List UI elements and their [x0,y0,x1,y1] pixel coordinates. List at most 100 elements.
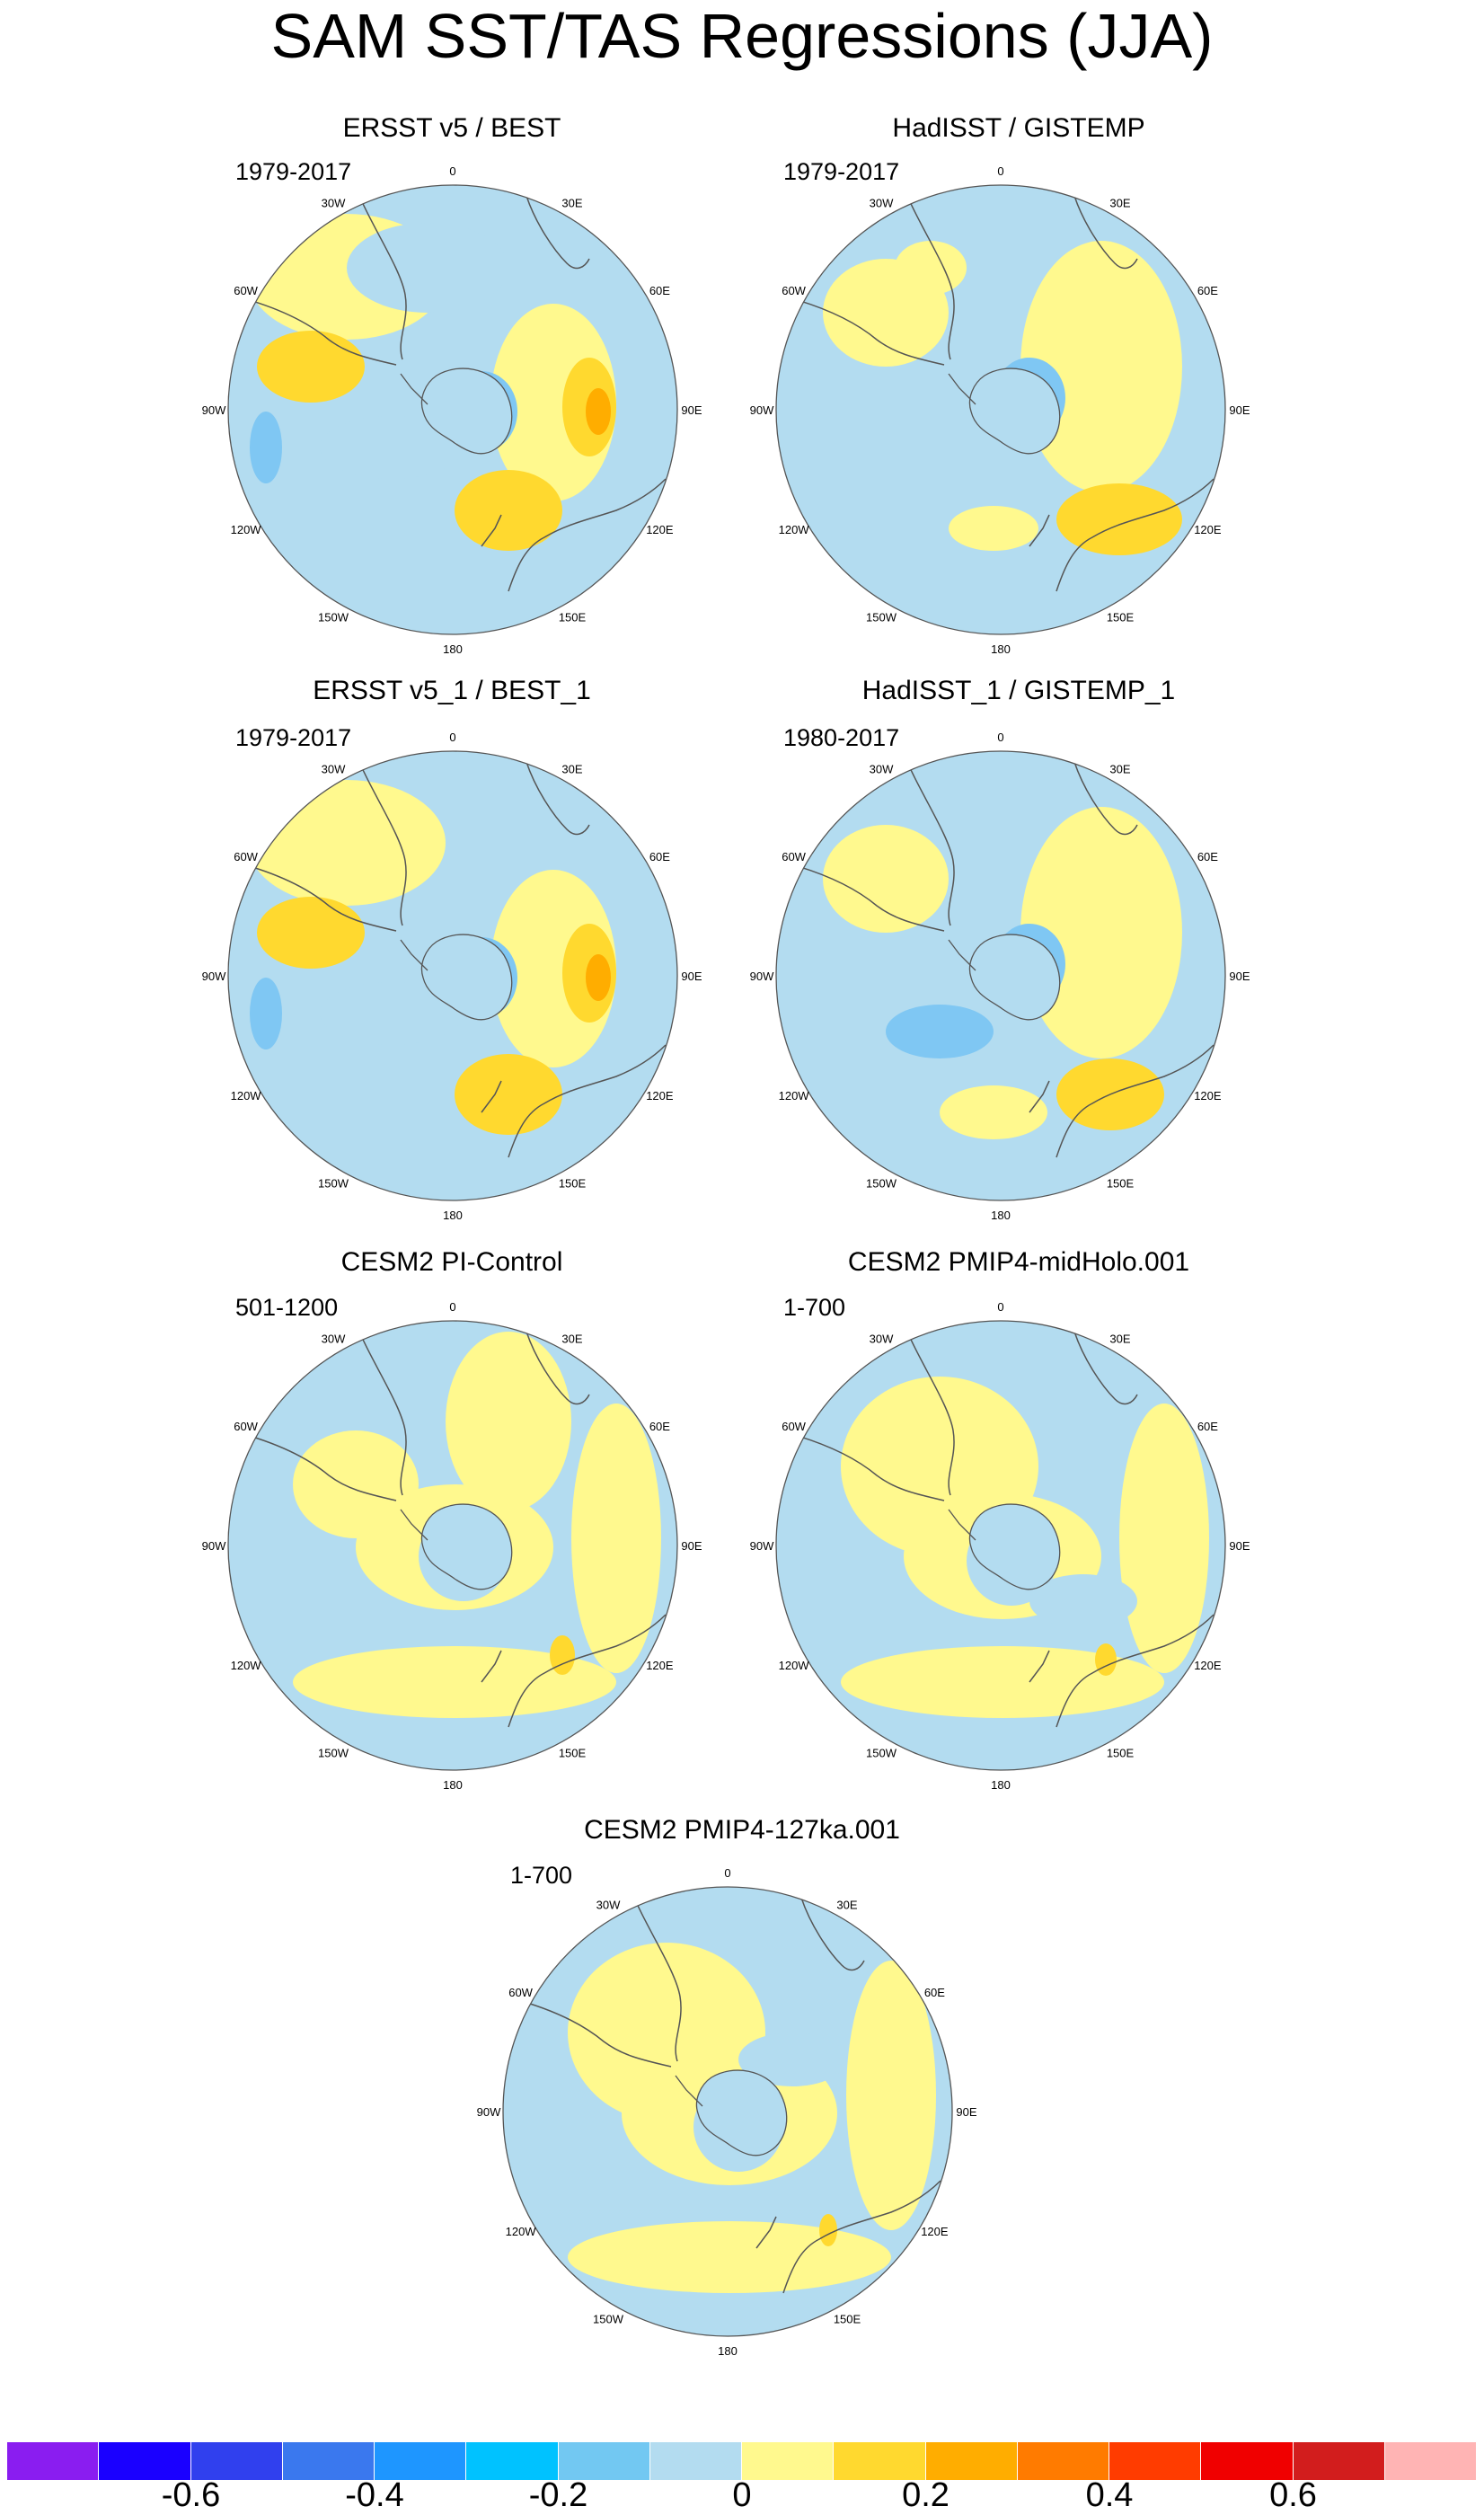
panel-period-cesm2-picontrol: 501-1200 [235,1294,339,1321]
longitude-label: 150E [1107,610,1135,624]
new-zealand-coastline [481,514,502,547]
field-anomaly-region [586,388,611,435]
longitude-label: 120E [921,2225,949,2238]
colorbar-tick-label: 0.6 [1269,2476,1317,2514]
longitude-label: 150E [559,1746,587,1759]
longitude-label: 30W [596,1899,621,1912]
longitude-label: 60E [1197,850,1218,863]
longitude-label: 120E [646,1089,674,1103]
longitude-label: 90W [202,1539,226,1553]
field-anomaly-region [886,1005,994,1058]
new-zealand-coastline [1029,1080,1050,1113]
map-cesm2-127ka: 0 30E 60E 90E 120E 150E 180 150W 120W 90W 60W 30W [477,1866,977,2358]
antarctica-landmass [968,368,1061,455]
longitude-label: 90W [202,403,226,417]
longitude-label: 30W [870,197,894,210]
longitude-label: 0 [449,164,455,178]
field-anomaly-region [895,241,967,295]
colorbar-segment [1201,2442,1294,2480]
new-zealand-coastline [1029,1650,1050,1683]
new-zealand-coastline [755,2216,777,2249]
longitude-label: 90W [477,2105,501,2119]
new-zealand-coastline [1029,514,1050,547]
longitude-label: 150W [318,610,349,624]
colorbar-segment [649,2442,742,2480]
field-anomaly-region [823,825,949,933]
field-anomaly-region [320,982,464,1045]
longitude-label: 90E [1229,1539,1250,1553]
map-field [776,1321,1225,1770]
south-america-coastline [355,752,407,926]
south-america-coastline [229,860,397,932]
longitude-label: 150E [834,2312,861,2325]
antarctica-landmass [695,2069,788,2156]
colorbar-segment [466,2442,559,2480]
longitude-label: 120W [779,523,810,536]
australia-coastline [1056,1614,1215,1728]
longitude-label: 30W [322,197,346,210]
antarctic-peninsula-coastline [675,2075,703,2107]
south-america-coastline [903,752,955,926]
antarctic-peninsula-coastline [948,1509,976,1541]
map-cesm2-picontrol: 0 30E 60E 90E 120E 150E 180 150W 120W 90W 60W 30W [202,1300,702,1792]
longitude-label: 150W [866,1176,897,1190]
longitude-label: 30E [1109,197,1130,210]
longitude-label: 60W [782,1420,806,1433]
map-field [228,751,677,1200]
colorbar-tick-label: 0 [732,2476,752,2514]
longitude-label: 90W [750,403,774,417]
map-field [776,185,1225,634]
longitude-label: 150E [1107,1176,1135,1190]
longitude-label: 0 [997,164,1003,178]
africa-coastline [1073,1331,1138,1405]
longitude-label: 0 [449,731,455,744]
longitude-label: 180 [718,2344,738,2358]
field-anomaly-region [568,2221,891,2293]
page-title: SAM SST/TAS Regressions (JJA) [270,1,1214,71]
field-anomaly-region [738,2032,846,2086]
longitude-label: 180 [991,642,1011,656]
colorbar [7,2442,1477,2480]
panel-period-cesm2-midholo: 1-700 [783,1294,846,1321]
colorbar-segment [1384,2442,1477,2480]
longitude-label: 30E [1109,763,1130,776]
panel-period-hadisst-gistemp: 1979-2017 [783,158,900,185]
longitude-label: 90E [956,2105,976,2119]
colorbar-segment [742,2442,835,2480]
longitude-label: 180 [443,642,463,656]
longitude-label: 120E [1194,1089,1222,1103]
longitude-label: 180 [443,1778,463,1792]
longitude-label: 60W [782,284,806,297]
antarctic-peninsula-coastline [400,1509,428,1541]
longitude-label: 120W [231,1659,262,1672]
longitude-label: 150E [559,1176,587,1190]
longitude-label: 120E [646,1659,674,1672]
colorbar-segment [1293,2442,1385,2480]
longitude-label: 60E [1197,1420,1218,1433]
map-ersst1-best1: 0 30E 60E 90E 120E 150E 180 150W 120W 90W 60W 30W [202,731,702,1222]
map-cesm2-midholo: 0 30E 60E 90E 120E 150E 180 150W 120W 90W 60W 30W [750,1300,1250,1792]
longitude-label: 150W [318,1746,349,1759]
longitude-label: 60E [649,284,670,297]
map-field [776,751,1225,1200]
longitude-label: 120W [779,1659,810,1672]
longitude-label: 30E [1109,1333,1130,1346]
longitude-label: 0 [449,1300,455,1314]
africa-coastline [800,1897,865,1971]
australia-coastline [508,478,667,592]
longitude-label: 120E [1194,1659,1222,1672]
map-hadisst-gistemp: 0 30E 60E 90E 120E 150E 180 150W 120W 90W 60W 30W [750,164,1250,656]
longitude-label: 30W [322,763,346,776]
longitude-label: 60E [924,1986,945,1999]
field-anomaly-region [1095,1643,1117,1676]
panel-title-cesm2-127ka: CESM2 PMIP4-127ka.001 [584,1815,900,1845]
panel-period-ersst1-best1: 1979-2017 [235,724,352,751]
africa-coastline [526,195,590,270]
map-border [502,1886,953,2337]
africa-coastline [1073,761,1138,836]
africa-coastline [526,761,590,836]
colorbar-segment [925,2442,1018,2480]
antarctica-landmass [968,934,1061,1021]
longitude-label: 0 [724,1866,730,1880]
field-anomaly-region [250,978,282,1049]
